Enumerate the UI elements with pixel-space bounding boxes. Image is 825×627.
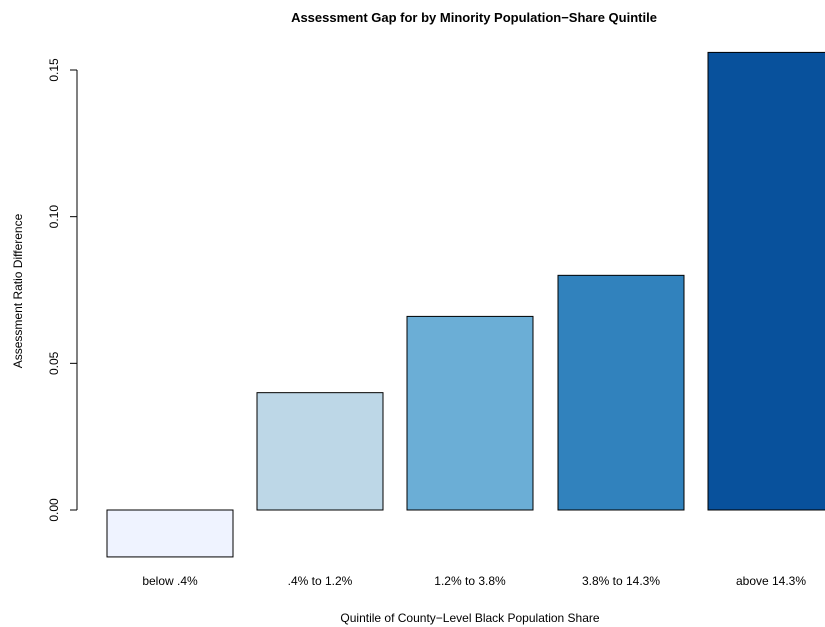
x-tick-labels: below .4% .4% to 1.2% 1.2% to 3.8% 3.8% to … [142, 574, 806, 588]
chart-title: Assessment Gap for by Minority Populatio… [291, 10, 657, 25]
x-tick-label: above 14.3% [736, 574, 806, 588]
bar-1 [106, 509, 234, 558]
bars [106, 51, 825, 558]
x-tick-label: 3.8% to 14.3% [582, 574, 660, 588]
x-tick-label: 1.2% to 3.8% [434, 574, 506, 588]
y-tick-label: 0.10 [47, 205, 61, 229]
y-axis: 0.00 0.05 0.10 0.15 [47, 58, 78, 522]
y-tick-label: 0.05 [47, 351, 61, 375]
bar-5 [707, 51, 825, 511]
y-axis-label: Assessment Ratio Difference [11, 213, 25, 368]
y-tick-label: 0.15 [47, 58, 61, 82]
bar-4 [557, 274, 685, 511]
bar-3 [406, 315, 534, 511]
bar-2 [256, 392, 384, 511]
x-axis-label: Quintile of County−Level Black Populatio… [340, 611, 599, 625]
x-tick-label: below .4% [142, 574, 198, 588]
x-tick-label: .4% to 1.2% [288, 574, 353, 588]
y-tick-label: 0.00 [47, 498, 61, 522]
